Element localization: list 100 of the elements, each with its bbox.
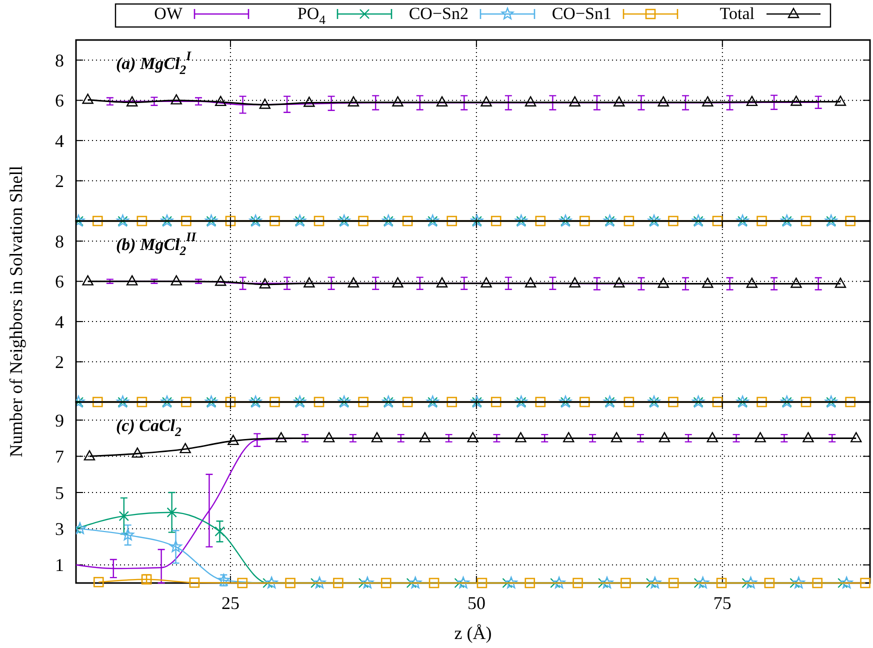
y-axis-title: Number of Neighbors in Solvation Shell xyxy=(6,166,26,458)
point xyxy=(802,432,814,442)
point xyxy=(304,277,315,288)
point xyxy=(524,578,536,588)
point xyxy=(716,578,727,588)
point xyxy=(361,576,374,588)
point xyxy=(126,275,138,286)
point xyxy=(668,396,678,408)
legend-label: CO−Sn1 xyxy=(552,4,612,23)
y-tick-label: 2 xyxy=(55,171,64,192)
point xyxy=(126,96,138,106)
point xyxy=(285,578,296,588)
point xyxy=(600,576,614,588)
point xyxy=(237,578,248,588)
point xyxy=(480,277,492,288)
point xyxy=(790,96,802,106)
point xyxy=(702,278,714,288)
point xyxy=(610,432,622,442)
point xyxy=(225,216,236,226)
point xyxy=(668,216,678,226)
point xyxy=(845,216,856,226)
point xyxy=(215,96,226,106)
point xyxy=(524,96,536,106)
point xyxy=(214,526,225,537)
point xyxy=(572,578,583,588)
point xyxy=(845,396,856,408)
point xyxy=(569,96,580,106)
point xyxy=(136,216,148,226)
point xyxy=(170,94,182,104)
point xyxy=(276,432,287,442)
point xyxy=(348,96,360,106)
point xyxy=(840,576,853,588)
x-tick-label: 75 xyxy=(713,593,732,613)
point xyxy=(304,96,315,107)
point xyxy=(358,396,368,408)
y-tick-label: 2 xyxy=(55,352,64,372)
point xyxy=(313,576,326,588)
point xyxy=(744,576,757,588)
y-tick-label: 4 xyxy=(55,130,64,151)
point xyxy=(467,432,478,442)
point xyxy=(166,507,177,518)
point xyxy=(658,96,669,106)
point xyxy=(93,576,104,588)
point xyxy=(756,396,767,408)
point xyxy=(746,278,758,288)
point xyxy=(563,432,574,442)
point xyxy=(225,396,236,408)
point xyxy=(614,96,625,106)
text: (c) CaCl$_{2}$ xyxy=(116,416,182,439)
point xyxy=(265,576,278,588)
x-tick-label: 25 xyxy=(221,593,240,613)
point xyxy=(706,432,718,442)
point xyxy=(348,277,360,288)
point xyxy=(428,578,440,588)
legend-label: CO−Sn2 xyxy=(408,4,468,23)
point xyxy=(82,94,94,104)
point xyxy=(118,510,130,522)
point xyxy=(446,396,457,408)
point xyxy=(860,578,870,588)
point xyxy=(402,216,413,226)
point xyxy=(419,432,430,442)
point xyxy=(756,216,767,226)
point xyxy=(712,396,723,408)
point xyxy=(92,396,103,408)
point xyxy=(535,216,546,226)
point xyxy=(181,216,192,226)
point xyxy=(620,578,631,588)
point xyxy=(702,96,714,106)
legend-label: OW xyxy=(154,4,184,23)
point xyxy=(259,98,271,109)
x-tick-label: 50 xyxy=(467,593,486,613)
point xyxy=(170,275,182,286)
point xyxy=(696,576,709,588)
point xyxy=(648,576,662,588)
y-tick-label: 4 xyxy=(55,312,64,332)
legend-label: Total xyxy=(720,4,755,23)
point xyxy=(215,276,226,286)
point xyxy=(580,396,590,408)
point xyxy=(270,216,280,226)
point xyxy=(82,275,94,286)
point xyxy=(580,216,590,226)
point xyxy=(409,576,422,588)
y-tick-label: 7 xyxy=(55,446,64,467)
point xyxy=(180,442,191,454)
point xyxy=(790,278,802,288)
point xyxy=(371,432,383,442)
point xyxy=(476,578,488,588)
point xyxy=(850,432,862,442)
point xyxy=(122,528,134,540)
point xyxy=(754,432,766,442)
point xyxy=(490,216,502,226)
y-tick-label: 1 xyxy=(55,555,64,576)
point xyxy=(658,278,669,288)
point xyxy=(259,278,271,288)
point xyxy=(812,578,823,588)
x-axis-title: z (Å) xyxy=(454,623,492,643)
y-tick-label: 8 xyxy=(55,231,64,252)
point xyxy=(132,447,143,458)
point xyxy=(436,96,448,106)
point xyxy=(764,578,775,588)
